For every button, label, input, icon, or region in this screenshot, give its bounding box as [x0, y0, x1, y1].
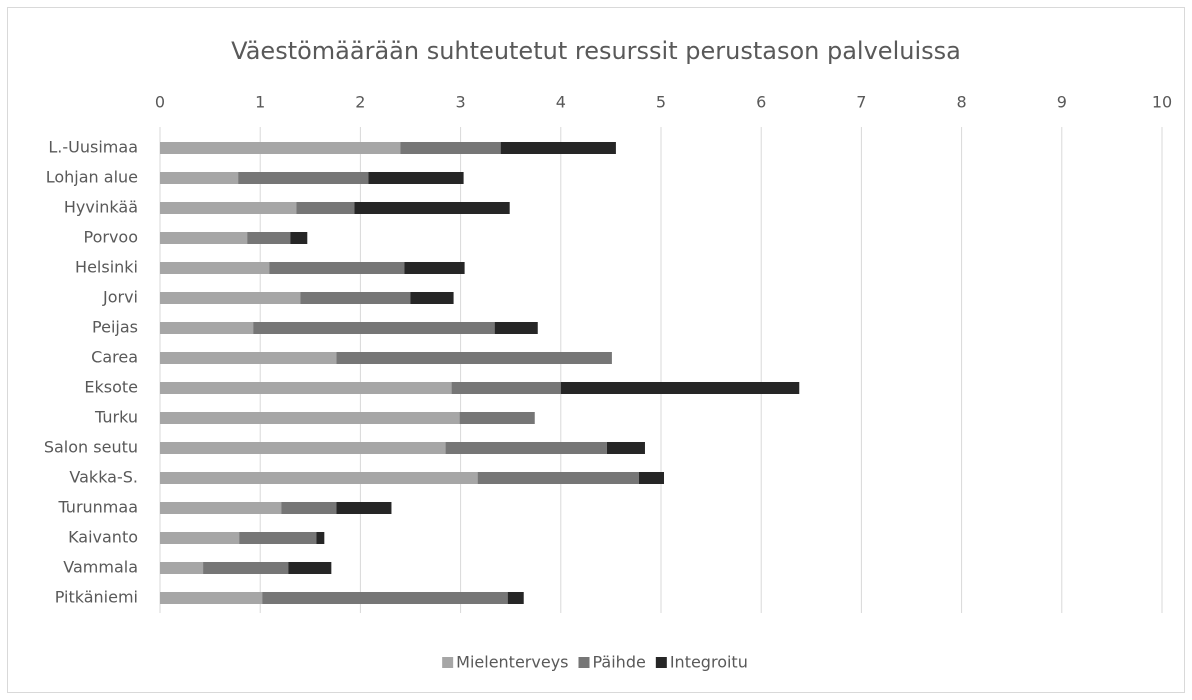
x-tick-label: 2: [355, 93, 365, 112]
x-tick-label: 5: [656, 93, 666, 112]
legend-swatch: [442, 657, 454, 668]
bar-segment: [336, 352, 612, 364]
y-tick-label: Peijas: [92, 318, 138, 337]
legend-label: Integroitu: [670, 653, 748, 672]
x-tick-label: 8: [957, 93, 967, 112]
bar-segment: [160, 382, 452, 394]
y-tick-label: Vammala: [63, 558, 138, 577]
bar-segment: [300, 292, 411, 304]
chart-frame: [7, 7, 1185, 693]
bar-segment: [239, 532, 317, 544]
bar-segment: [160, 562, 204, 574]
bar-segment: [160, 202, 297, 214]
bar-segment: [160, 532, 240, 544]
y-tick-label: Salon seutu: [44, 438, 138, 457]
bar-segment: [160, 262, 270, 274]
legend-swatch: [655, 657, 667, 668]
bar-segment: [500, 142, 616, 154]
bar-segment: [494, 322, 538, 334]
bar-segment: [296, 202, 355, 214]
bar-segment: [368, 172, 464, 184]
y-tick-label: Turku: [94, 408, 138, 427]
bar-segment: [160, 232, 248, 244]
x-tick-label: 9: [1057, 93, 1067, 112]
legend-label: Päihde: [593, 653, 646, 672]
bar-segment: [288, 562, 332, 574]
y-tick-label: Jorvi: [102, 288, 138, 307]
bar-segment: [238, 172, 369, 184]
x-tick-label: 6: [756, 93, 766, 112]
bar-segment: [507, 592, 524, 604]
bar-segment: [160, 172, 239, 184]
bar-segment: [247, 232, 291, 244]
bar-segment: [290, 232, 308, 244]
bar-segment: [400, 142, 501, 154]
bar-segment: [160, 322, 254, 334]
y-tick-label: Pitkäniemi: [55, 588, 138, 607]
y-tick-label: Eksote: [84, 378, 138, 397]
bar-segment: [281, 502, 337, 514]
bar-segment: [160, 292, 301, 304]
bar-segment: [160, 472, 478, 484]
x-tick-label: 10: [1152, 93, 1172, 112]
legend-swatch: [578, 657, 590, 668]
x-tick-label: 4: [556, 93, 566, 112]
bar-segment: [203, 562, 289, 574]
bar-segment: [606, 442, 645, 454]
y-tick-label: Porvoo: [84, 228, 139, 247]
bar-segment: [253, 322, 495, 334]
bar-segment: [477, 472, 639, 484]
bar-segment: [160, 142, 401, 154]
y-tick-label: Hyvinkää: [64, 198, 138, 217]
y-tick-label: Lohjan alue: [46, 168, 138, 187]
bar-segment: [316, 532, 325, 544]
x-tick-label: 7: [856, 93, 866, 112]
bar-segment: [160, 412, 460, 424]
bar-segment: [354, 202, 510, 214]
bar-segment: [638, 472, 665, 484]
bar-segment: [160, 592, 263, 604]
bar-segment: [445, 442, 607, 454]
y-tick-label: Helsinki: [75, 258, 138, 277]
bar-segment: [160, 352, 337, 364]
legend-label: Mielenterveys: [456, 653, 568, 672]
bar-segment: [451, 382, 561, 394]
x-tick-label: 1: [255, 93, 265, 112]
x-tick-label: 3: [456, 93, 466, 112]
bar-segment: [404, 262, 465, 274]
bar-segment: [459, 412, 535, 424]
bar-segment: [269, 262, 405, 274]
bar-segment: [410, 292, 454, 304]
bar-segment: [160, 442, 446, 454]
y-tick-label: Carea: [91, 348, 138, 367]
bar-segment: [262, 592, 508, 604]
y-tick-label: Turunmaa: [57, 498, 138, 517]
y-tick-label: Vakka-S.: [69, 468, 138, 487]
bar-segment: [560, 382, 800, 394]
x-tick-label: 0: [155, 93, 165, 112]
bar-segment: [160, 502, 282, 514]
y-tick-label: Kaivanto: [68, 528, 138, 547]
bar-segment: [336, 502, 392, 514]
chart-title: Väestömäärään suhteutetut resurssit peru…: [231, 37, 961, 65]
y-tick-label: L.-Uusimaa: [48, 138, 138, 157]
